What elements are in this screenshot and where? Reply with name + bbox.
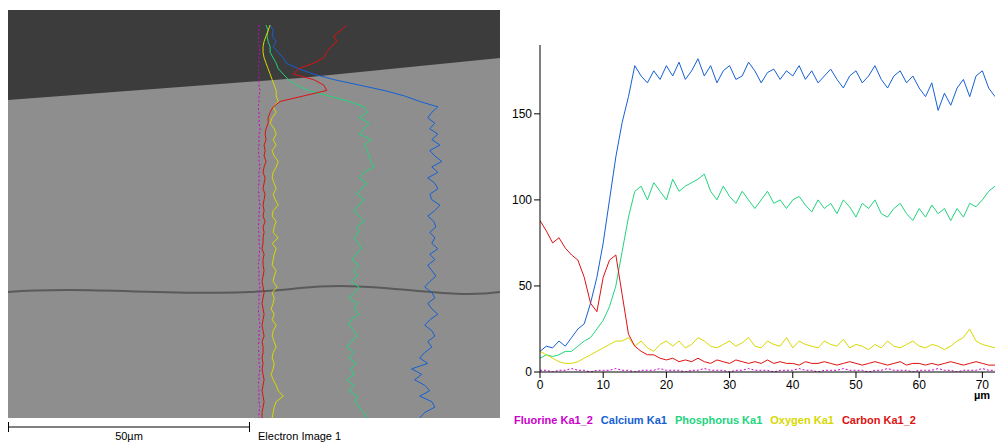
svg-text:50: 50	[849, 378, 863, 392]
svg-text:20: 20	[660, 378, 674, 392]
svg-text:100: 100	[512, 193, 532, 207]
svg-text:50µm: 50µm	[115, 430, 143, 442]
html-text:Oxygen Ka1: Oxygen Ka1	[770, 414, 834, 426]
svg-text:150: 150	[512, 107, 532, 121]
html-text:Carbon Ka1_2: Carbon Ka1_2	[841, 414, 916, 426]
html-text:Fluorine Ka1_2: Fluorine Ka1_2	[514, 414, 593, 426]
html-text:µm: µm	[974, 389, 991, 401]
svg-text:30: 30	[723, 378, 737, 392]
html-text:Phosphorus Ka1: Phosphorus Ka1	[674, 414, 763, 426]
svg-text:0: 0	[537, 378, 544, 392]
svg-text:10: 10	[597, 378, 611, 392]
svg-text:0: 0	[525, 365, 532, 379]
svg-text:Electron Image 1: Electron Image 1	[258, 430, 341, 442]
svg-text:60: 60	[912, 378, 926, 392]
svg-text:50: 50	[519, 279, 533, 293]
svg-text:70: 70	[975, 377, 989, 392]
html-text:Calcium Ka1: Calcium Ka1	[600, 414, 667, 426]
svg-text:40: 40	[786, 378, 800, 392]
